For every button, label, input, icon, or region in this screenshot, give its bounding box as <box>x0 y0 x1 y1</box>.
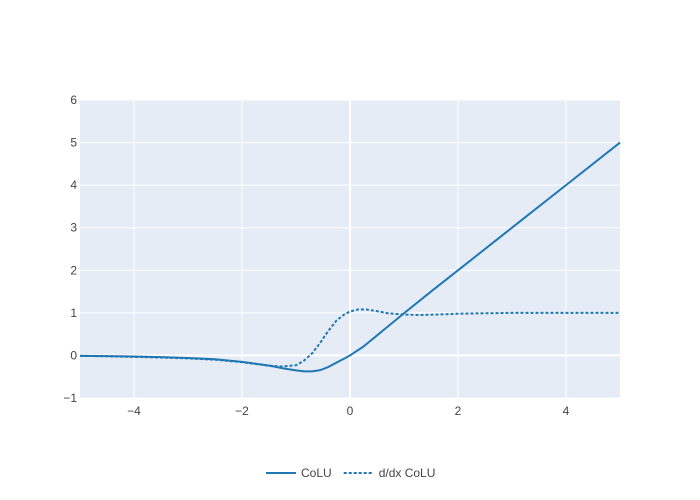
x-axis-ticks: −4 −2 0 2 4 <box>127 404 570 418</box>
legend-label: d/dx CoLU <box>379 466 436 480</box>
legend-item[interactable]: d/dx CoLU <box>343 466 436 480</box>
series-lines <box>79 141 621 373</box>
y-tick-label: −1 <box>63 391 77 405</box>
y-tick-label: 2 <box>70 263 77 277</box>
x-tick-label: 2 <box>455 404 462 418</box>
series-line-d-dx-colu <box>79 308 620 368</box>
grid-lines <box>80 99 620 399</box>
y-tick-label: 5 <box>70 136 77 150</box>
x-tick-label: −4 <box>127 404 141 418</box>
y-tick-label: 1 <box>70 306 77 320</box>
legend-label: CoLU <box>301 466 332 480</box>
x-tick-label: −2 <box>235 404 249 418</box>
y-tick-label: 3 <box>70 221 77 235</box>
legend-item[interactable]: CoLU <box>266 466 332 480</box>
y-axis-ticks: −1 0 1 2 3 4 5 6 <box>63 93 77 405</box>
series-line-colu <box>79 141 621 373</box>
x-tick-label: 4 <box>563 404 570 418</box>
y-tick-label: 4 <box>70 178 77 192</box>
y-tick-label: 0 <box>70 348 77 362</box>
y-tick-label: 6 <box>70 93 77 107</box>
x-tick-label: 0 <box>347 404 354 418</box>
legend[interactable]: CoLU d/dx CoLU <box>266 466 435 480</box>
